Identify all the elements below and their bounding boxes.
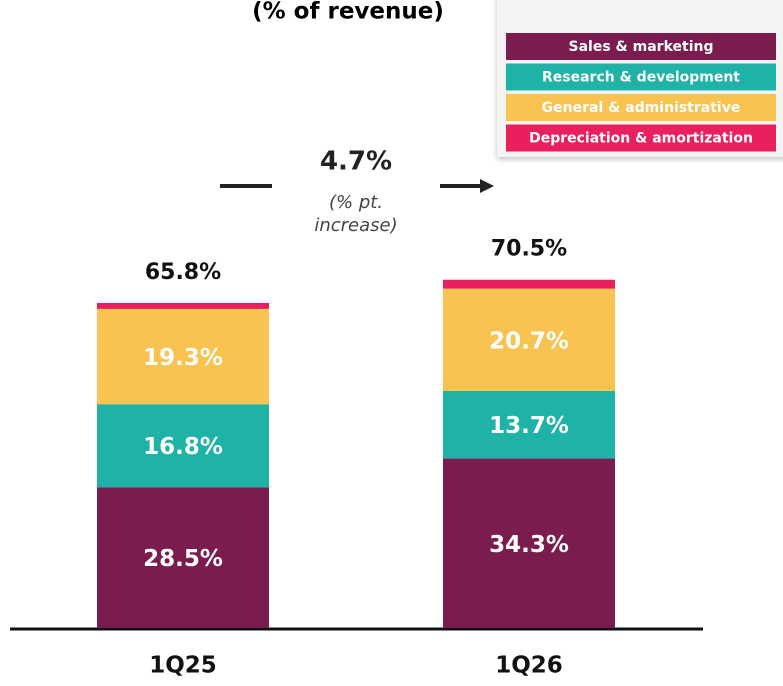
legend-swatch: [506, 33, 776, 60]
bar-segment: [443, 390, 615, 459]
legend-swatch: [506, 124, 776, 152]
bar-segment: [97, 308, 269, 405]
chart-title: (% of revenue): [252, 0, 444, 25]
legend-label: General & administrative: [542, 100, 741, 116]
bar-segment: [443, 279, 615, 289]
arrow-head: [480, 179, 494, 193]
annotation-note: (% pt.: [329, 192, 383, 213]
data-label: 28.5%: [143, 546, 223, 572]
bar-segment: [97, 487, 269, 628]
legend-swatch: [506, 94, 776, 121]
legend-label: Research & development: [542, 70, 740, 86]
annotation-note: increase): [314, 215, 397, 236]
x-tick-label: 1Q25: [149, 653, 217, 679]
legend-label: Sales & marketing: [569, 39, 714, 55]
total-label: 70.5%: [491, 237, 567, 262]
x-tick-label: 1Q26: [495, 653, 563, 679]
data-label: 34.3%: [489, 532, 569, 558]
bar-segment: [443, 288, 615, 391]
data-label: 16.8%: [143, 434, 223, 460]
data-label: 19.3%: [143, 345, 223, 371]
data-label: 13.7%: [489, 413, 569, 439]
annotation: 4.7%: [320, 147, 392, 177]
total-label: 65.8%: [145, 260, 221, 285]
bar-segment: [443, 458, 615, 628]
data-label: 20.7%: [489, 328, 569, 354]
bar-segment: [97, 302, 269, 309]
legend-label: Depreciation & amortization: [529, 131, 753, 147]
bar-segment: [97, 404, 269, 488]
legend-swatch: [506, 63, 776, 91]
